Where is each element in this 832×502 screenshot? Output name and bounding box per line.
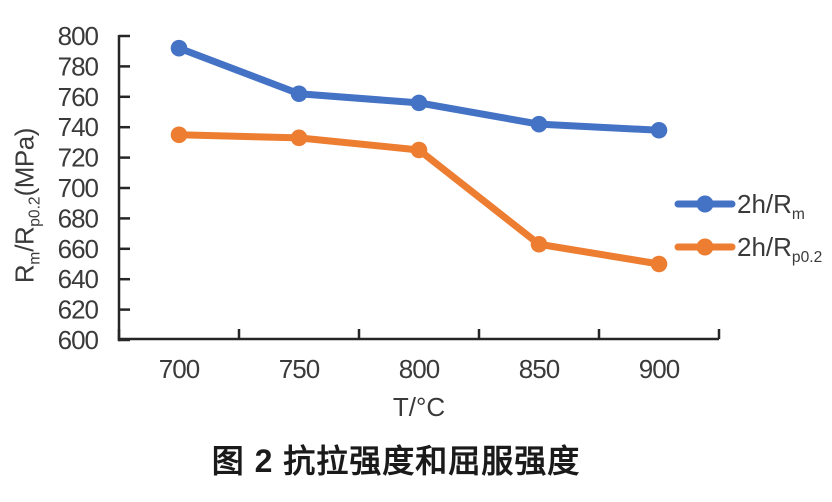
legend-sub-rp02: p0.2: [791, 249, 823, 267]
y-axis-title-slash: /R: [9, 226, 40, 252]
series-line-2h-rm: [175, 44, 663, 134]
data-point-2h-rp02-750: [290, 129, 308, 147]
y-tick-label: 620: [58, 295, 99, 325]
x-tick-label: 850: [519, 354, 560, 384]
x-axis-title: T/°C: [392, 392, 446, 422]
y-axis-title-sub-p02: p0.2: [26, 196, 44, 227]
data-point-2h-rp02-700: [170, 126, 188, 144]
y-tick-label: 640: [58, 264, 99, 294]
y-axis-title-text: R: [9, 264, 40, 284]
y-tick-label: 740: [58, 112, 99, 142]
y-tick-label: 800: [58, 21, 99, 51]
y-axis-title: Rm/Rp0.2(MPa): [9, 103, 44, 309]
y-tick-label: 680: [58, 203, 99, 233]
y-tick-label: 660: [58, 234, 99, 264]
legend-text-rm: 2h/R: [737, 189, 792, 219]
legend-label-2h-rp02: 2h/Rp0.2: [737, 231, 823, 267]
y-tick-label: 600: [58, 325, 99, 355]
x-tick-label: 750: [279, 354, 320, 384]
x-tick-label: 700: [159, 354, 200, 384]
data-point-2h-rm-850: [530, 115, 548, 133]
data-point-2h-rp02-900: [650, 255, 668, 273]
legend-marker-dot-2h-rp02: [696, 238, 714, 256]
y-tick-label: 760: [58, 82, 99, 112]
data-point-2h-rp02-850: [530, 235, 548, 253]
y-tick-label: 700: [58, 173, 99, 203]
legend-label-2h-rm: 2h/Rm: [737, 188, 805, 224]
data-point-2h-rm-750: [290, 85, 308, 103]
x-tick-label: 800: [399, 354, 440, 384]
legend-text-rp02: 2h/R: [737, 232, 792, 262]
data-point-2h-rp02-800: [410, 141, 428, 159]
chart-caption: 图 2 抗拉强度和屈服强度: [211, 443, 581, 479]
legend-marker-dot-2h-rm: [696, 195, 714, 213]
data-point-2h-rm-900: [650, 121, 668, 139]
y-tick-label: 780: [58, 51, 99, 81]
y-axis-title-unit: (MPa): [9, 128, 40, 197]
y-axis-title-sub-m: m: [26, 251, 44, 265]
y-tick-label: 720: [58, 143, 99, 173]
data-point-2h-rm-800: [410, 94, 428, 112]
data-point-2h-rm-700: [170, 39, 188, 57]
x-tick-label: 900: [639, 354, 680, 384]
legend-sub-rm: m: [791, 206, 805, 224]
